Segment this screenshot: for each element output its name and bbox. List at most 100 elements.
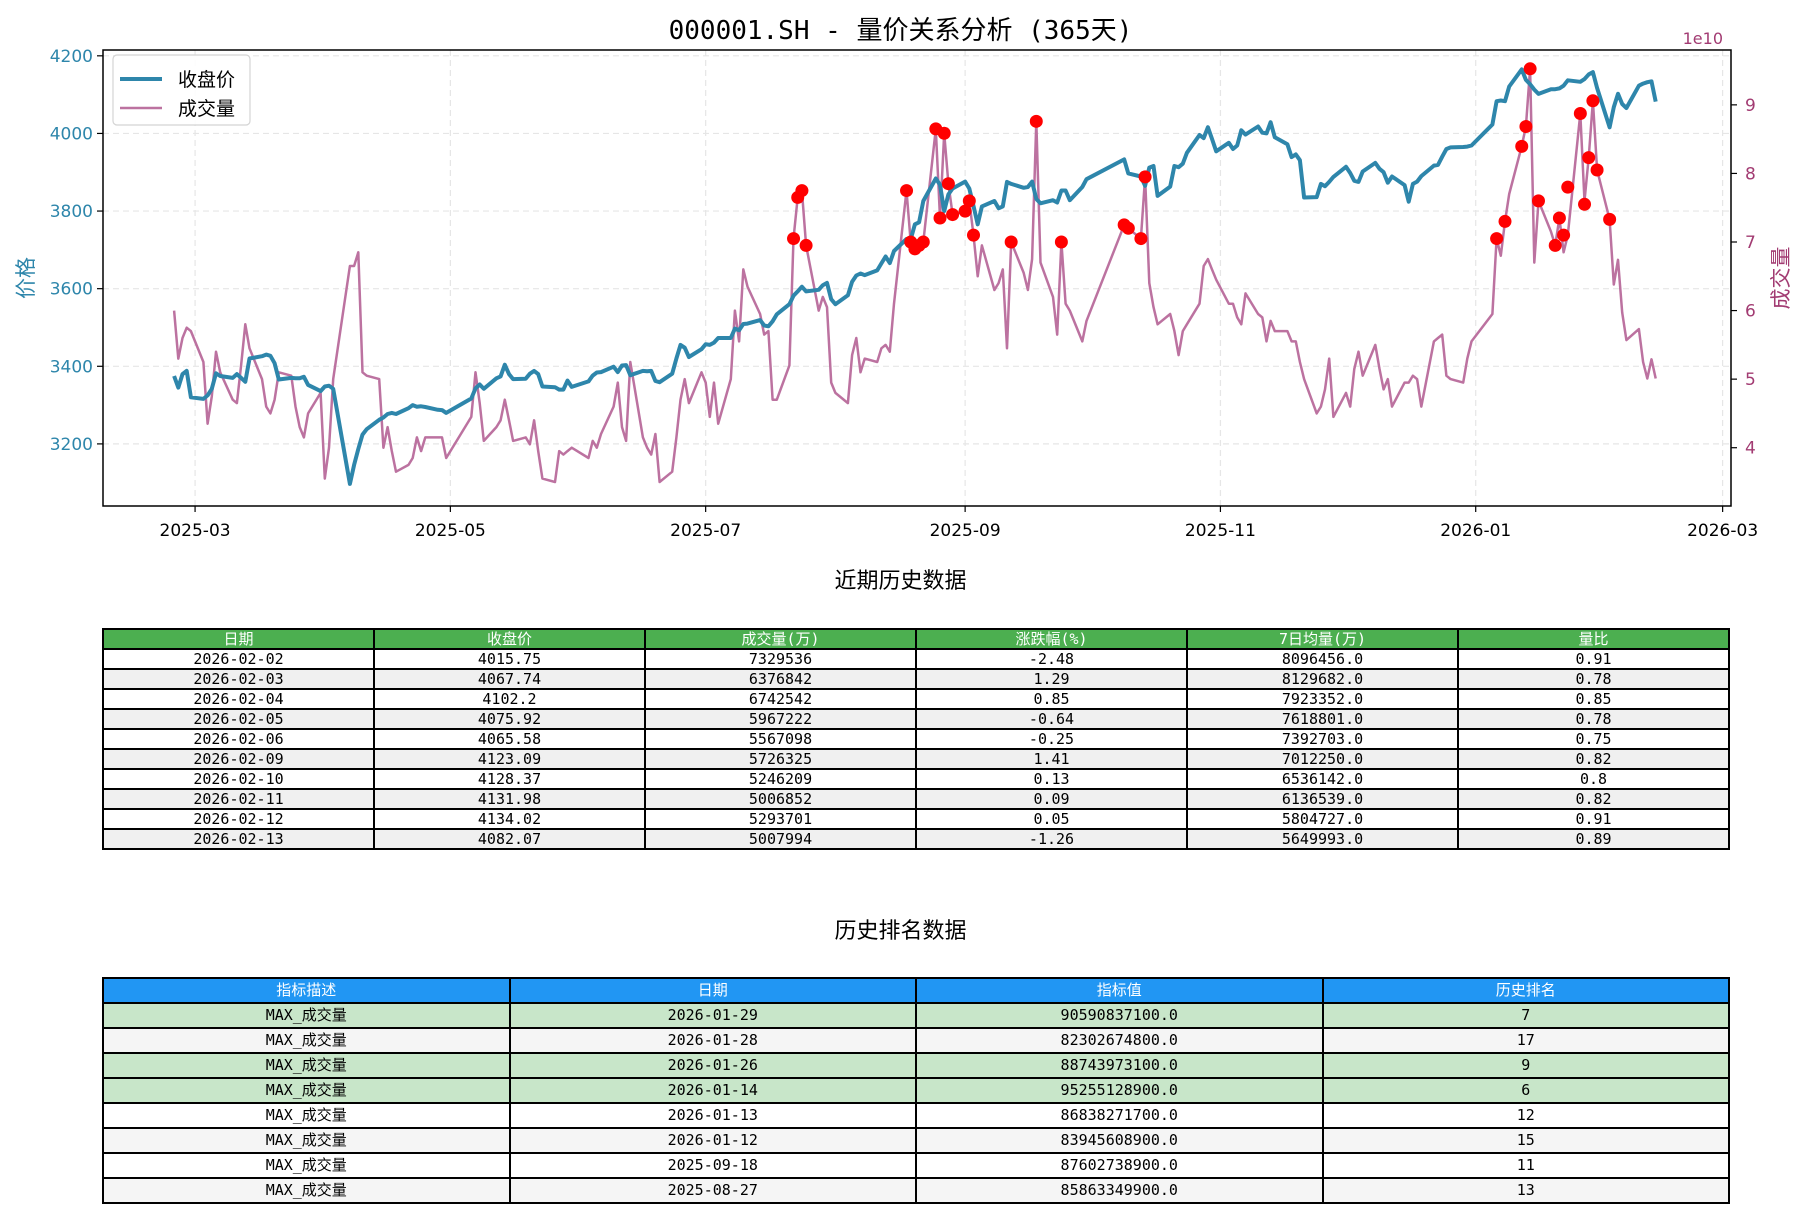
- table-cell: 0.09: [915, 788, 1188, 810]
- price-volume-chart: 2025-03 2025-05 2025-07 2025-09 2025-11 2026-…: [14, 29, 1793, 541]
- table-cell: MAX_成交量: [102, 1002, 511, 1029]
- table-cell: -0.64: [915, 708, 1188, 730]
- volume-line: [172, 67, 1657, 484]
- table-row: MAX_成交量 2026-01-26 88743973100.0 9: [102, 1052, 1730, 1079]
- volume-spike-marker: [1054, 235, 1068, 249]
- table-row: MAX_成交量 2026-01-13 86838271700.0 12: [102, 1102, 1730, 1129]
- table-cell: MAX_成交量: [102, 1102, 511, 1129]
- y2-tick-label: 9: [1745, 96, 1756, 116]
- table-row: MAX_成交量 2025-09-18 87602738900.0 11: [102, 1152, 1730, 1179]
- table-cell: 7923352.0: [1186, 688, 1459, 710]
- table-cell: 82302674800.0: [915, 1027, 1324, 1054]
- table-cell: 2026-02-13: [102, 828, 375, 850]
- rank-col-header: 指标描述: [102, 977, 511, 1004]
- table-cell: 2026-02-06: [102, 728, 375, 750]
- volume-spike-marker: [958, 204, 972, 218]
- table-cell: 0.82: [1457, 788, 1730, 810]
- table-row: 2026-02-13 4082.07 5007994 -1.26 5649993.0 0.…: [102, 828, 1730, 850]
- table-row: MAX_成交量 2026-01-29 90590837100.0 7: [102, 1002, 1730, 1029]
- y2-tick-label: 4: [1745, 439, 1756, 459]
- rank-col-header: 日期: [508, 977, 917, 1004]
- y2-tick-label: 6: [1745, 302, 1756, 322]
- volume-spike-marker: [941, 177, 955, 191]
- y-axis-label: 价格: [14, 257, 38, 299]
- legend-volume-label: 成交量: [178, 98, 235, 120]
- volume-spike-marker: [1498, 214, 1512, 228]
- price-series: [172, 67, 1658, 486]
- table-cell: 2025-08-27: [508, 1177, 917, 1204]
- table-row: 2026-02-04 4102.2 6742542 0.85 7923352.0 0.85: [102, 688, 1730, 710]
- table-cell: 5007994: [644, 828, 917, 850]
- table-cell: -2.48: [915, 648, 1188, 670]
- volume-spike-marker: [1561, 180, 1575, 194]
- volume-spike-marker: [1519, 120, 1533, 134]
- volume-spike-marker: [1523, 62, 1537, 76]
- volume-spike-marker: [1531, 194, 1545, 208]
- table-cell: MAX_成交量: [102, 1127, 511, 1154]
- rank-table-header-row: 指标描述 日期 指标值 历史排名: [102, 977, 1730, 1004]
- table-cell: 2026-01-26: [508, 1052, 917, 1079]
- price-line: [172, 67, 1658, 486]
- table-cell: 5006852: [644, 788, 917, 810]
- table-cell: 6136539.0: [1186, 788, 1459, 810]
- volume-spike-marker: [966, 228, 980, 242]
- volume-spike-marker: [946, 208, 960, 222]
- volume-spike-marker: [787, 232, 801, 246]
- table-cell: 0.8: [1457, 768, 1730, 790]
- volume-spike-marker: [1552, 211, 1566, 225]
- volume-spike-marker: [962, 194, 976, 208]
- table-cell: 5293701: [644, 808, 917, 830]
- table-cell: 0.78: [1457, 708, 1730, 730]
- table-cell: 2026-02-04: [102, 688, 375, 710]
- table-row: 2026-02-02 4015.75 7329536 -2.48 8096456.0 0.…: [102, 648, 1730, 670]
- table-cell: 2026-02-09: [102, 748, 375, 770]
- table-cell: 4067.74: [373, 668, 646, 690]
- table-cell: 2026-02-03: [102, 668, 375, 690]
- y-tick-label: 4200: [50, 47, 93, 67]
- volume-spike-marker: [1590, 163, 1604, 177]
- table-row: 2026-02-09 4123.09 5726325 1.41 7012250.0 0.8…: [102, 748, 1730, 770]
- volume-spike-marker: [1582, 151, 1596, 165]
- table-cell: 4075.92: [373, 708, 646, 730]
- table-cell: 83945608900.0: [915, 1127, 1324, 1154]
- volume-spike-marker: [1138, 170, 1152, 184]
- table-cell: -0.25: [915, 728, 1188, 750]
- table-row: 2026-02-05 4075.92 5967222 -0.64 7618801.0 0.…: [102, 708, 1730, 730]
- volume-spike-marker: [795, 184, 809, 198]
- table-cell: 7012250.0: [1186, 748, 1459, 770]
- y-tick-label: 4000: [50, 124, 93, 144]
- table-cell: 2026-02-05: [102, 708, 375, 730]
- table-cell: 4128.37: [373, 768, 646, 790]
- table-cell: MAX_成交量: [102, 1052, 511, 1079]
- table-cell: 4134.02: [373, 808, 646, 830]
- volume-spike-marker: [1121, 221, 1135, 235]
- rank-table-body: MAX_成交量 2026-01-29 90590837100.0 7 MAX_成交量 20…: [102, 1002, 1730, 1204]
- table-cell: 4131.98: [373, 788, 646, 810]
- volume-spike-markers: [787, 62, 1617, 256]
- y2-tick-label: 8: [1745, 164, 1756, 184]
- table-cell: 6: [1321, 1077, 1730, 1104]
- x-tick-label: 2025-11: [1185, 521, 1256, 541]
- table-cell: -1.26: [915, 828, 1188, 850]
- x-tick-label: 2025-05: [415, 521, 486, 541]
- table-row: 2026-02-06 4065.58 5567098 -0.25 7392703.0 0.…: [102, 728, 1730, 750]
- table-cell: 6742542: [644, 688, 917, 710]
- table-cell: MAX_成交量: [102, 1077, 511, 1104]
- y-tick-label: 3800: [50, 202, 93, 222]
- recent-col-header: 7日均量(万): [1186, 628, 1459, 650]
- table-cell: 1.41: [915, 748, 1188, 770]
- y2-offset-label: 1e10: [1683, 29, 1723, 48]
- table-row: MAX_成交量 2026-01-28 82302674800.0 17: [102, 1027, 1730, 1054]
- table-cell: 0.05: [915, 808, 1188, 830]
- recent-col-header: 量比: [1457, 628, 1730, 650]
- x-tick-label: 2026-01: [1440, 521, 1511, 541]
- chart-axes: 2025-03 2025-05 2025-07 2025-09 2025-11 2026-…: [14, 29, 1793, 541]
- table-cell: 2025-09-18: [508, 1152, 917, 1179]
- table-cell: 2026-01-12: [508, 1127, 917, 1154]
- table-cell: 0.91: [1457, 808, 1730, 830]
- volume-spike-marker: [1515, 139, 1529, 153]
- recent-col-header: 成交量(万): [644, 628, 917, 650]
- volume-spike-marker: [937, 126, 951, 140]
- plot-frame: [102, 49, 1732, 507]
